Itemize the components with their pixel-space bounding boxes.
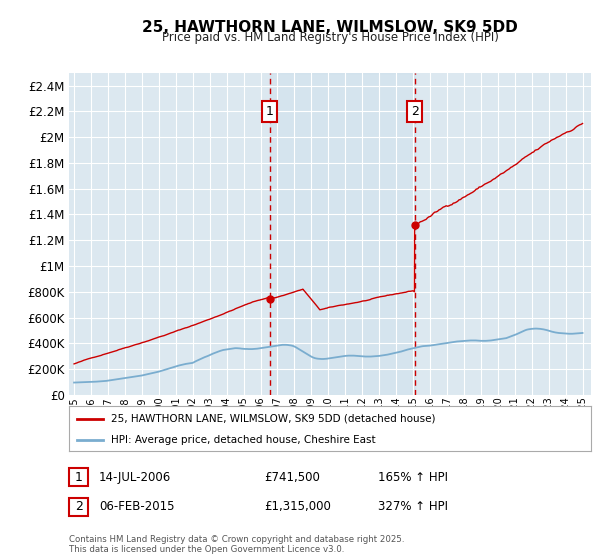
Text: £741,500: £741,500 — [264, 470, 320, 484]
Text: 165% ↑ HPI: 165% ↑ HPI — [378, 470, 448, 484]
Text: 25, HAWTHORN LANE, WILMSLOW, SK9 5DD: 25, HAWTHORN LANE, WILMSLOW, SK9 5DD — [142, 20, 518, 35]
Text: Price paid vs. HM Land Registry's House Price Index (HPI): Price paid vs. HM Land Registry's House … — [161, 31, 499, 44]
Text: £1,315,000: £1,315,000 — [264, 500, 331, 514]
Text: 2: 2 — [410, 105, 419, 118]
Text: Contains HM Land Registry data © Crown copyright and database right 2025.
This d: Contains HM Land Registry data © Crown c… — [69, 535, 404, 554]
Bar — [269, 73, 415, 395]
Text: 1: 1 — [74, 470, 83, 484]
Text: 327% ↑ HPI: 327% ↑ HPI — [378, 500, 448, 514]
Text: 1: 1 — [266, 105, 274, 118]
Text: 14-JUL-2006: 14-JUL-2006 — [99, 470, 171, 484]
Text: HPI: Average price, detached house, Cheshire East: HPI: Average price, detached house, Ches… — [111, 435, 376, 445]
Text: 25, HAWTHORN LANE, WILMSLOW, SK9 5DD (detached house): 25, HAWTHORN LANE, WILMSLOW, SK9 5DD (de… — [111, 413, 435, 423]
Text: 2: 2 — [74, 500, 83, 514]
Text: 06-FEB-2015: 06-FEB-2015 — [99, 500, 175, 514]
